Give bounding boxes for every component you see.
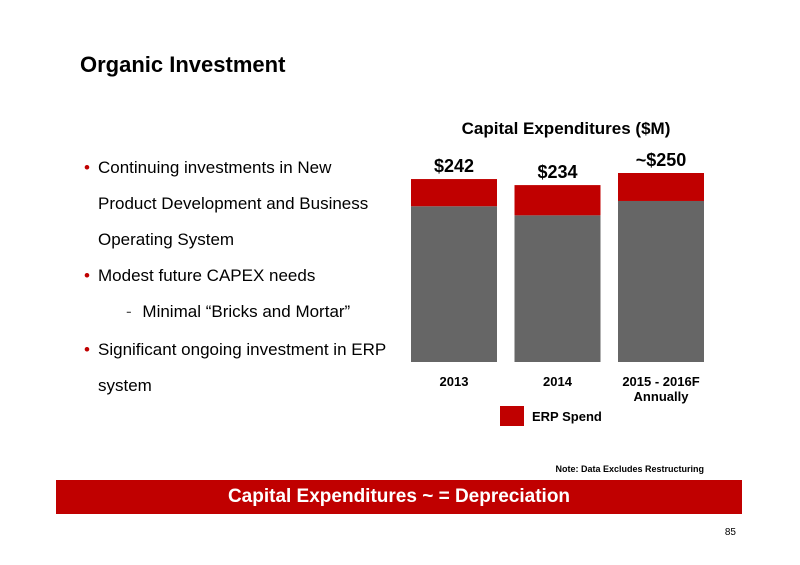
bar-segment-base	[618, 200, 704, 362]
x-tick-label: 2014	[543, 374, 573, 389]
bullet-dot-icon: •	[84, 266, 90, 285]
bar-total-label: $242	[434, 156, 474, 176]
bullet-dot-icon: •	[84, 340, 90, 359]
bar-segment-base	[411, 206, 497, 362]
x-tick-label: 2015 - 2016F Annually	[622, 374, 699, 404]
bar-total-label: ~$250	[636, 150, 687, 170]
bullet-list: • Continuing investments in New Product …	[84, 150, 394, 404]
bar-segment-erp	[411, 179, 497, 207]
summary-banner: Capital Expenditures ~ = Depreciation	[56, 480, 742, 514]
page-number: 85	[724, 527, 736, 538]
bullet-text: Continuing investments in New Product De…	[98, 158, 369, 249]
bullet-text: Significant ongoing investment in ERP sy…	[98, 340, 386, 395]
legend-label-erp: ERP Spend	[532, 408, 602, 424]
chart-legend: ERP Spend	[500, 406, 602, 426]
dash-icon: -	[126, 302, 132, 321]
bar-total-label: $234	[537, 162, 577, 182]
footnote: Note: Data Excludes Restructuring	[555, 464, 704, 474]
capex-bar-chart: $242 2013 $234 2014 ~$250 2015 - 2016F Annuall…	[411, 150, 704, 404]
bar-segment-erp	[618, 173, 704, 201]
sub-bullet-item: - Minimal “Bricks and Mortar”	[84, 294, 394, 330]
bullet-item: • Modest future CAPEX needs	[84, 258, 394, 294]
page-title: Organic Investment	[80, 52, 286, 77]
x-tick-label: 2013	[440, 374, 469, 389]
bar-segment-erp	[514, 185, 601, 216]
bar-segment-base	[514, 215, 601, 362]
bullet-item: • Continuing investments in New Product …	[84, 150, 394, 258]
legend-swatch-erp	[500, 406, 524, 426]
bullet-dot-icon: •	[84, 158, 90, 177]
bullet-item: • Significant ongoing investment in ERP …	[84, 332, 394, 404]
sub-bullet-text: Minimal “Bricks and Mortar”	[142, 302, 351, 321]
bullet-text: Modest future CAPEX needs	[98, 266, 316, 285]
chart-title: Capital Expenditures ($M)	[461, 119, 671, 138]
